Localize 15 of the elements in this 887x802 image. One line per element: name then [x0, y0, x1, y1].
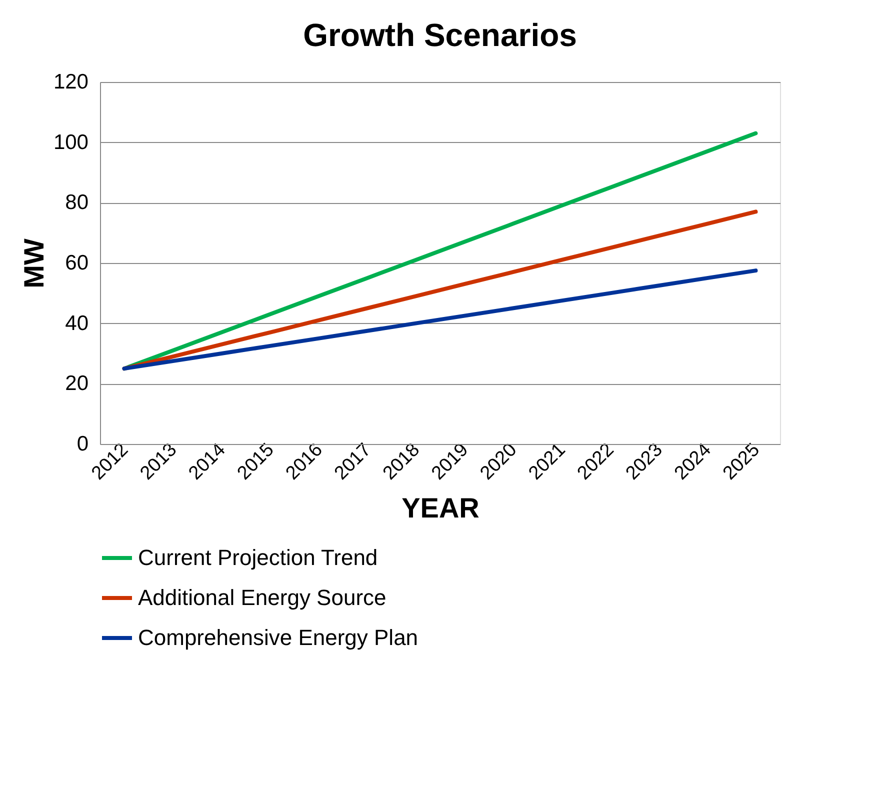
legend-label: Current Projection Trend: [138, 545, 378, 570]
y-tick-label: 20: [65, 372, 88, 396]
y-tick-label: 0: [76, 432, 88, 456]
x-axis-title: YEAR: [402, 492, 480, 524]
line-series: [122, 131, 758, 371]
y-tick-label: 40: [65, 312, 88, 335]
y-tick-label: 60: [65, 252, 88, 274]
y-tick-label: 120: [53, 70, 88, 94]
line-series: [122, 268, 758, 371]
legend-label: Comprehensive Energy Plan: [138, 625, 418, 650]
y-axis-title: MW: [18, 238, 50, 288]
chart-title: Growth Scenarios: [303, 17, 577, 53]
y-tick-label: 80: [65, 191, 88, 214]
y-tick-label: 100: [53, 130, 88, 154]
legend-label: Additional Energy Source: [138, 585, 386, 610]
